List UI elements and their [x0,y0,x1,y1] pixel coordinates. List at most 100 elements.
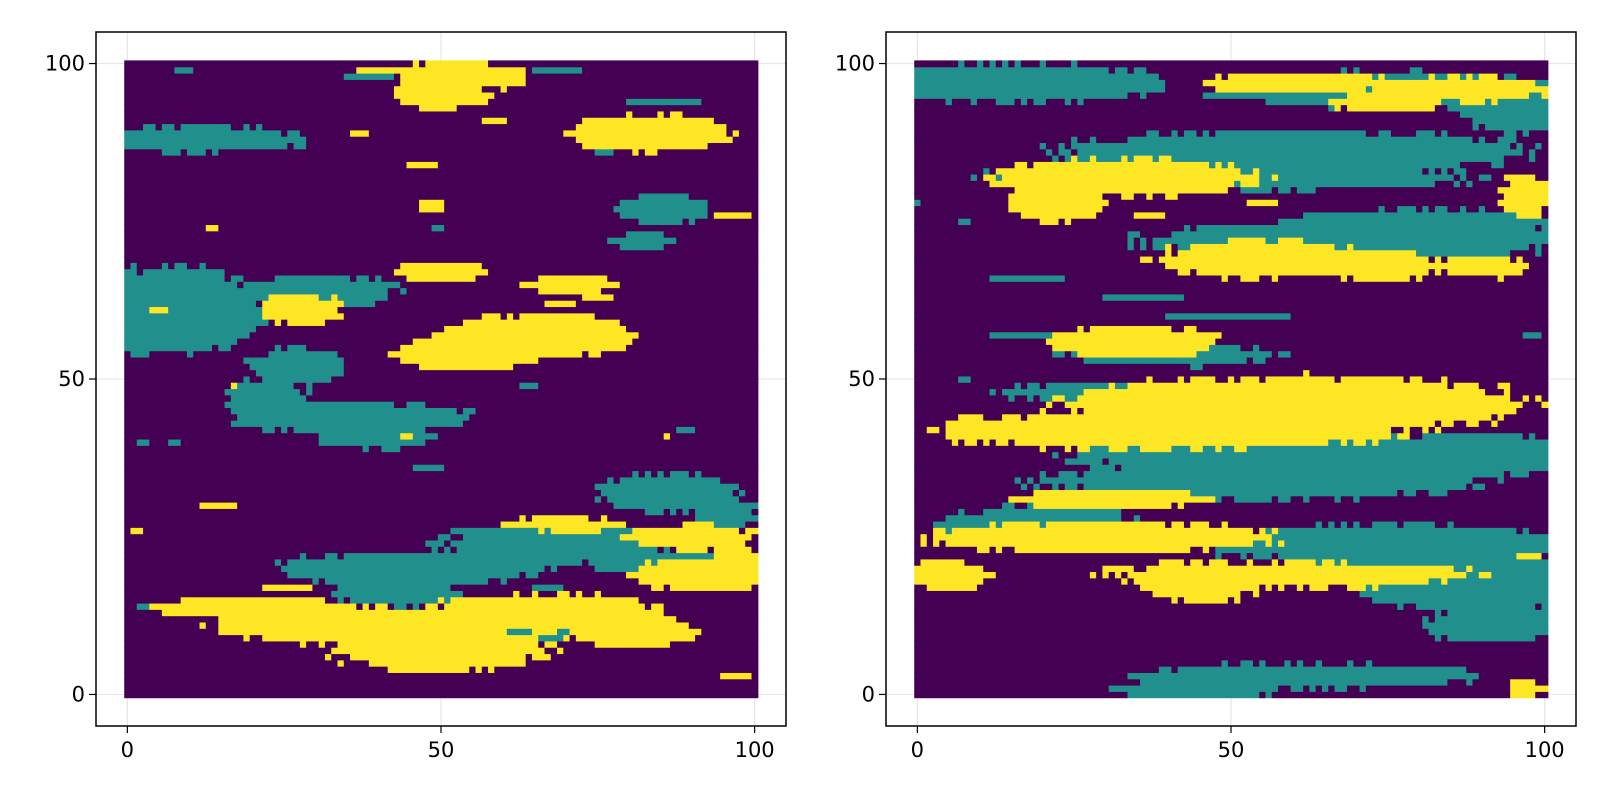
heatmap-cell-run [1177,502,1185,509]
heatmap-cell-run [375,602,389,610]
heatmap-cell-run [230,274,245,282]
heatmap-cell-run [989,180,1235,188]
heatmap-cell-run [644,508,665,516]
heatmap-cell-run [914,123,1474,131]
heatmap-cell-run [1071,218,1279,226]
heatmap-cell-run [525,66,533,74]
heatmap-cell-run [1478,73,1499,80]
heatmap-cell-run [124,363,251,371]
heatmap-cell-run [1027,483,1035,491]
heatmap-cell-run [1165,520,1173,528]
heatmap-cell-run [237,382,295,390]
heatmap-cell-run [124,426,263,434]
heatmap-cell-run [1416,249,1511,257]
heatmap-cell-run [914,117,1474,125]
heatmap-cell-run [500,520,627,528]
heatmap-cell-run [1265,539,1273,547]
heatmap-cell-run [400,262,483,270]
heatmap-cell-run [124,281,238,289]
heatmap-cell-run [1252,356,1267,364]
heatmap-cell-run [406,161,439,169]
heatmap-cell-run [613,148,633,156]
heatmap-cell-run [1215,73,1223,80]
heatmap-cell-run [1503,388,1511,396]
heatmap-cell-run [1045,337,1216,345]
heatmap-cell-run [538,640,546,648]
heatmap-cell-run [1121,514,1135,522]
heatmap-cell-run [1434,104,1449,112]
heatmap-cell-run [1422,205,1430,213]
heatmap-cell-run [676,546,709,554]
heatmap-cell-run [425,401,759,408]
y-tick-label: 0 [862,682,875,706]
heatmap-cell-run [1459,180,1467,188]
heatmap-cell-run [243,356,345,364]
heatmap-cell-run [701,470,759,478]
heatmap-cell-run [958,60,966,68]
heatmap-cell-run [1096,211,1135,219]
heatmap-cell-run [124,508,646,516]
heatmap-cell-run [124,123,144,131]
heatmap-cell-run [1447,520,1455,528]
heatmap-cell-run [124,684,759,692]
heatmap-cell-run [1321,558,1336,566]
heatmap-cell-run [1303,237,1549,244]
heatmap-cell-run [1133,243,1141,251]
x-tick-label: 100 [735,738,775,762]
heatmap-cell-run [914,211,1022,219]
heatmap-cell-run [1045,445,1066,453]
heatmap-cell-run [914,678,1141,686]
heatmap-cell-run [1278,539,1285,547]
heatmap-cell-run [124,155,759,162]
heatmap-cell-run [362,602,370,610]
heatmap-cell-run [1359,495,1549,503]
heatmap-cell-run [1033,98,1047,106]
heatmap-cell-run [124,615,219,623]
heatmap-cell-run [1190,268,1198,276]
heatmap-cell-run [914,110,1461,118]
heatmap-cell-run [1127,155,1135,162]
heatmap-cell-run [237,502,615,509]
heatmap-cell-run [751,533,759,541]
heatmap-cell-run [525,79,759,87]
heatmap-cell-run [1027,394,1035,402]
heatmap-cell-run [1403,375,1411,383]
heatmap-cell-run [1221,331,1524,339]
heatmap-cell-run [425,602,439,610]
heatmap-cell-run [1428,577,1442,585]
heatmap-cell-run [324,640,339,648]
heatmap-cell-run [989,520,997,528]
heatmap-cell-run [1083,356,1248,364]
heatmap-cell-run [406,287,539,295]
heatmap-cell-run [1133,66,1147,74]
heatmap-cell-run [199,621,207,629]
heatmap-cell-run [1328,584,1348,591]
heatmap-cell-run [626,110,633,118]
heatmap-cell-run [1434,615,1549,623]
heatmap-cell-run [1215,161,1223,169]
heatmap-cell-run [914,268,1179,276]
heatmap-cell-run [1466,678,1474,686]
heatmap-cell-run [331,375,759,383]
heatmap-cell-run [1528,91,1543,99]
heatmap-cell-run [124,527,132,535]
heatmap-cell-run [914,634,1436,642]
heatmap-cell-run [481,117,508,125]
heatmap-cell-run [186,350,194,358]
heatmap-cell-run [1215,337,1549,345]
heatmap-cell-run [1071,60,1078,68]
heatmap-cell-run [444,546,452,554]
heatmap-cell-run [1510,249,1536,257]
heatmap-cell-run [1077,407,1085,415]
heatmap-cell-run [531,653,552,661]
heatmap-cell-run [1334,558,1342,566]
heatmap-cell-run [695,426,759,434]
heatmap-cell-run [343,312,483,320]
heatmap-cell-run [1240,375,1260,383]
heatmap-cell-run [926,584,978,591]
heatmap-cell-run [1058,148,1072,156]
heatmap-cell-run [255,300,263,308]
heatmap-cell-run [1064,394,1078,402]
heatmap-cell-run [1466,180,1474,188]
heatmap-cell-run [444,224,759,232]
